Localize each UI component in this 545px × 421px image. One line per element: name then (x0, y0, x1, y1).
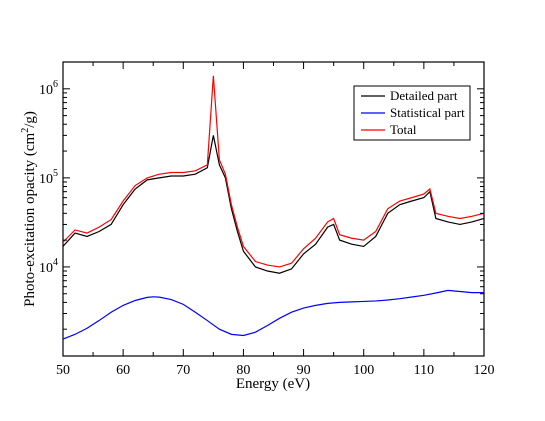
x-tick-label: 80 (236, 363, 250, 378)
series-line-total (62, 75, 485, 268)
legend: Detailed part Statistical part Total (353, 85, 471, 141)
y-axis-label: Photo-excitation opacity (cm2/g) (20, 111, 38, 307)
y-axis-label-main: Photo-excitation opacity (cm (22, 132, 38, 306)
x-tick-label: 60 (116, 363, 130, 378)
legend-label-total: Total (390, 122, 417, 137)
y-tick-label: 106 (39, 79, 58, 98)
x-tick-label: 100 (353, 363, 374, 378)
series-line-detailed-part (62, 135, 485, 274)
y-axis-label-sup: 2 (20, 128, 31, 133)
y-axis-label-end: /g) (22, 111, 38, 128)
legend-label-statistical: Statistical part (390, 105, 465, 120)
legend-label-detailed: Detailed part (390, 88, 458, 103)
x-tick-label: 50 (56, 363, 70, 378)
x-tick-label: 110 (414, 363, 434, 378)
series-layer (62, 75, 485, 340)
x-tick-label: 120 (474, 363, 495, 378)
ticks-layer: 50 60 70 80 90 100 110 120 104 105 106 (39, 61, 495, 378)
x-tick-label: 70 (176, 363, 190, 378)
x-tick-label: 90 (297, 363, 311, 378)
y-tick-label: 104 (39, 257, 58, 276)
series-line-statistical-part (62, 289, 484, 340)
x-axis-label: Energy (eV) (236, 376, 310, 392)
y-tick-label: 105 (39, 168, 58, 187)
